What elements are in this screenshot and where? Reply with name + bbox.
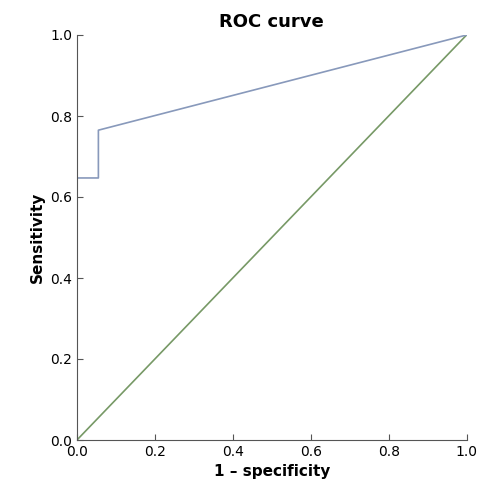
X-axis label: 1 – specificity: 1 – specificity (213, 464, 329, 479)
Y-axis label: Sensitivity: Sensitivity (29, 192, 45, 283)
Title: ROC curve: ROC curve (219, 12, 324, 30)
